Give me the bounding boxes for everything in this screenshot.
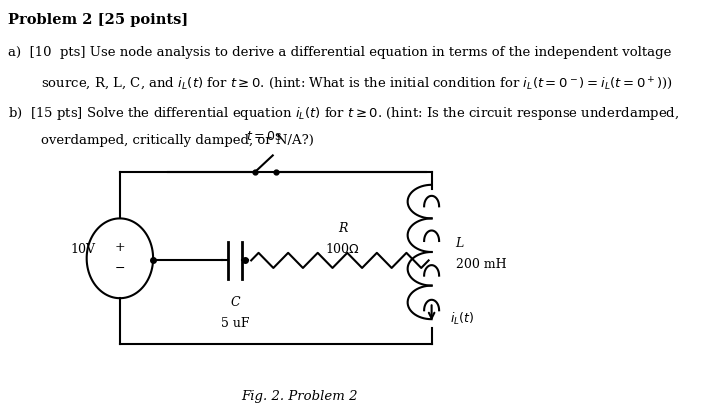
Text: 5 uF: 5 uF — [221, 317, 249, 330]
Text: Fig. 2. Problem 2: Fig. 2. Problem 2 — [241, 390, 358, 403]
Text: overdamped, critically damped, or N/A?): overdamped, critically damped, or N/A?) — [41, 134, 314, 147]
Text: 10V: 10V — [71, 244, 96, 256]
Text: a)  [10  pts] Use node analysis to derive a differential equation in terms of th: a) [10 pts] Use node analysis to derive … — [8, 46, 671, 59]
Text: b)  [15 pts] Solve the differential equation $i_L(t)$ for $t \geq 0$. (hint: Is : b) [15 pts] Solve the differential equat… — [8, 105, 679, 122]
Text: source, R, L, C, and $i_L(t)$ for $t \geq 0$. (hint: What is the initial conditi: source, R, L, C, and $i_L(t)$ for $t \ge… — [41, 76, 672, 92]
Text: L: L — [456, 237, 464, 250]
Text: R: R — [338, 222, 348, 235]
Text: $t = 0$s: $t = 0$s — [246, 130, 282, 143]
Text: Problem 2 [25 points]: Problem 2 [25 points] — [8, 13, 188, 26]
Text: $i_L(t)$: $i_L(t)$ — [449, 311, 474, 327]
Text: +: + — [114, 241, 125, 254]
Text: −: − — [114, 262, 125, 275]
Text: C: C — [230, 296, 240, 309]
Text: 200 mH: 200 mH — [456, 258, 506, 271]
Text: 100$\Omega$: 100$\Omega$ — [325, 242, 361, 256]
